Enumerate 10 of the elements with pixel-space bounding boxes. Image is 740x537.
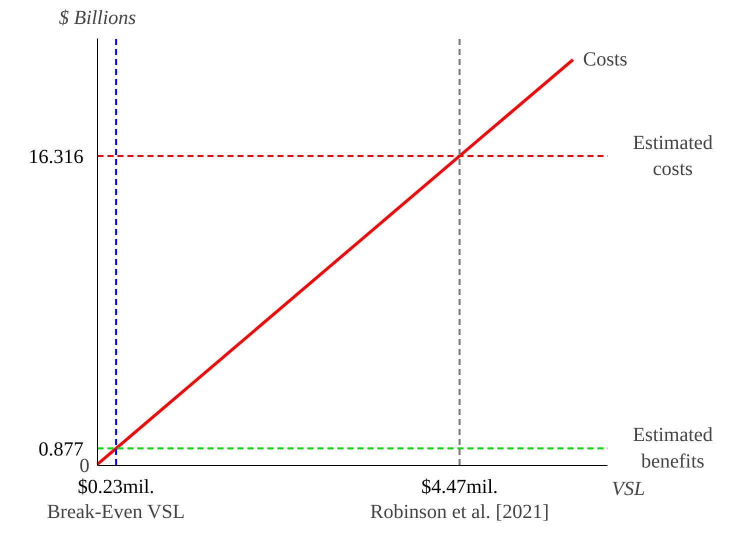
x-tick-label: $4.47mil. [421, 476, 498, 498]
x-axis-title: VSL [612, 478, 646, 500]
ref-line-label: Estimated costs [632, 132, 713, 180]
x-tick-label: $0.23mil. [78, 476, 154, 498]
ref-line-label: Estimated benefits [632, 424, 713, 473]
ref-line-label: Robinson et al. [2021] [370, 501, 550, 524]
ref-line-label: Break-Even VSL [46, 501, 185, 524]
y-axis-title: $ Billions [58, 6, 136, 29]
series-label: Costs [582, 48, 628, 71]
y-tick-label: 16.316 [28, 146, 84, 168]
